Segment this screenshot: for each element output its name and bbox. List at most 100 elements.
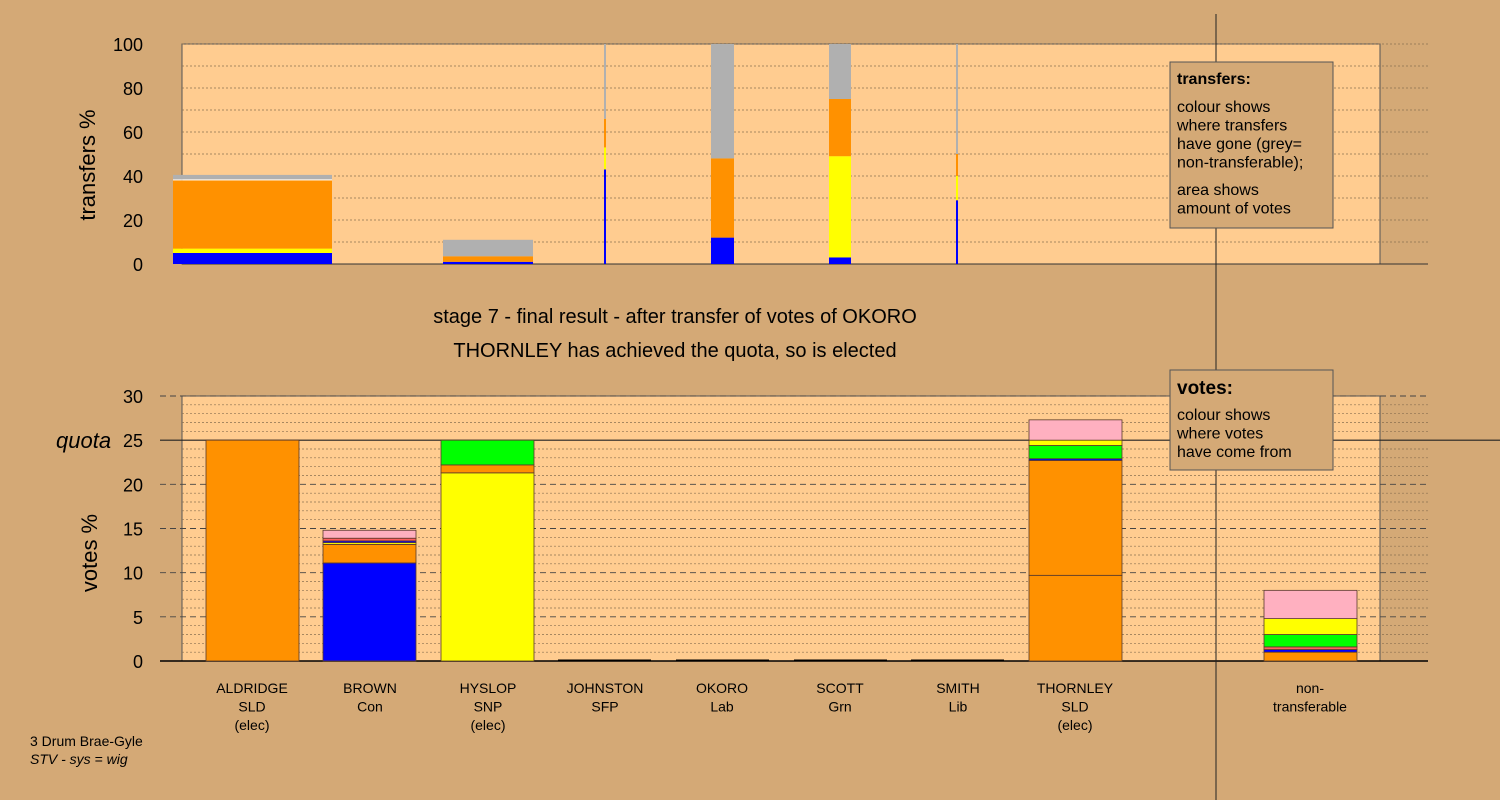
votes-y-tick-label: 15 (123, 520, 143, 540)
candidate-label-line: Grn (828, 699, 851, 715)
transfers-y-ticks: 0 20 40 60 80 100 (113, 35, 143, 275)
votes-y-tick-label: 0 (133, 652, 143, 672)
transfers-y-tick-label: 20 (123, 211, 143, 231)
transfer-bar-segment (604, 44, 606, 119)
transfer-bar-segment (711, 44, 734, 159)
vote-bar-segment (440, 472, 535, 662)
votes-legend-box (1169, 369, 1334, 471)
candidate-label-line: (elec) (1057, 717, 1092, 733)
vote-bar-segment (1028, 460, 1123, 576)
transfer-bar-segment (443, 239, 533, 257)
transfers-legend-line: non-transferable); (1177, 155, 1303, 172)
transfers-legend-line: where transfers (1176, 118, 1287, 135)
stage-subtitle: THORNLEY has achieved the quota, so is e… (453, 340, 896, 362)
candidate-labels: ALDRIDGE SLD (elec) BROWN Con HYSLOP SNP (elec)… (216, 680, 1347, 733)
transfers-y-tick-label: 100 (113, 35, 143, 55)
transfer-bar-segment (956, 200, 958, 264)
votes-y-tick-label: 10 (123, 564, 143, 584)
vote-bar-segment (440, 439, 535, 466)
vote-bar-segment (205, 439, 300, 662)
candidate-label-line: HYSLOP (460, 680, 517, 696)
candidate-label-line: (elec) (470, 717, 505, 733)
candidate-label-line: SLD (1061, 699, 1088, 715)
transfer-bar-segment (956, 44, 958, 154)
votes-legend-line: where votes (1176, 426, 1263, 443)
candidate-label-line: (elec) (234, 717, 269, 733)
candidate-label-line: JOHNSTON (567, 680, 644, 696)
transfers-legend-line: area shows (1177, 182, 1259, 199)
vote-bar-segment (322, 529, 417, 539)
vote-bar-segment (322, 544, 417, 564)
transfers-y-axis-label: transfers % (75, 109, 100, 220)
votes-y-axis-label: votes % (77, 514, 102, 592)
transfers-legend-box (1169, 61, 1334, 229)
vote-bar-segment (1263, 589, 1358, 619)
quota-label: quota (56, 428, 111, 453)
transfers-legend-line: colour shows (1177, 99, 1270, 116)
vote-bar-segment (1263, 651, 1358, 662)
system-label: STV - sys = wig (30, 751, 128, 767)
votes-legend-line: colour shows (1177, 407, 1270, 424)
transfer-bar-segment (604, 169, 606, 264)
transfers-legend-line: have gone (grey= (1177, 136, 1302, 153)
transfers-y-tick-label: 40 (123, 167, 143, 187)
transfers-gridlines (182, 43, 1428, 265)
votes-legend-title: votes: (1177, 378, 1233, 399)
transfers-y-tick-label: 80 (123, 79, 143, 99)
transfer-bar-segment (173, 174, 332, 180)
candidate-label-line: SMITH (936, 680, 980, 696)
vote-bar-segment (1263, 634, 1358, 648)
transfer-bar-segment (604, 147, 606, 170)
votes-bars (205, 419, 1358, 662)
candidate-label-line: SFP (591, 699, 618, 715)
transfers-legend-line: amount of votes (1177, 201, 1291, 218)
candidate-label-line: Con (357, 699, 383, 715)
candidate-label-line: SLD (238, 699, 265, 715)
candidate-label-line: transferable (1273, 699, 1347, 715)
transfer-bar-segment (829, 257, 851, 264)
transfer-bar-segment (829, 44, 851, 99)
transfers-y-tick-label: 0 (133, 255, 143, 275)
transfer-bar-segment (956, 176, 958, 201)
transfer-bar-segment (711, 237, 734, 264)
transfer-bar-segment (711, 158, 734, 238)
candidate-label-line: BROWN (343, 680, 397, 696)
transfers-legend-title: transfers: (1177, 71, 1251, 88)
candidate-label-line: non- (1296, 680, 1324, 696)
candidate-label-line: Lab (710, 699, 734, 715)
vote-bar-segment (1028, 439, 1123, 446)
candidate-label-line: OKORO (696, 680, 748, 696)
transfer-bar-segment (604, 118, 606, 148)
vote-bar-segment (1028, 445, 1123, 460)
transfer-bar-segment (443, 256, 533, 262)
transfers-legend: transfers: colour shows where transfersha… (1169, 61, 1334, 229)
transfer-bar-segment (829, 99, 851, 157)
votes-legend-line: have come from (1177, 444, 1292, 461)
transfer-bar-segment (173, 248, 332, 253)
vote-bar-segment (1263, 618, 1358, 635)
candidate-label-line: ALDRIDGE (216, 680, 288, 696)
transfer-bar-segment (173, 253, 332, 264)
votes-y-ticks: 0 5 10 15 20 25 30 (123, 387, 143, 672)
votes-y-tick-label: 20 (123, 475, 143, 495)
vote-bar-segment (322, 562, 417, 662)
vote-bar-segment (1028, 574, 1123, 662)
transfer-bar-segment (829, 156, 851, 258)
transfer-bar-segment (173, 179, 332, 181)
transfers-bars (173, 44, 958, 264)
transfer-bar-segment (173, 180, 332, 249)
candidate-label-line: THORNLEY (1037, 680, 1114, 696)
candidate-label-line: Lib (949, 699, 968, 715)
transfers-y-tick-label: 60 (123, 123, 143, 143)
ward-name: 3 Drum Brae-Gyle (30, 733, 143, 749)
votes-y-tick-label: 25 (123, 431, 143, 451)
candidate-label-line: SNP (474, 699, 503, 715)
stage-title: stage 7 - final result - after transfer … (433, 306, 917, 328)
transfer-bar-segment (443, 261, 533, 264)
votes-y-tick-label: 30 (123, 387, 143, 407)
vote-bar-segment (1028, 419, 1123, 441)
